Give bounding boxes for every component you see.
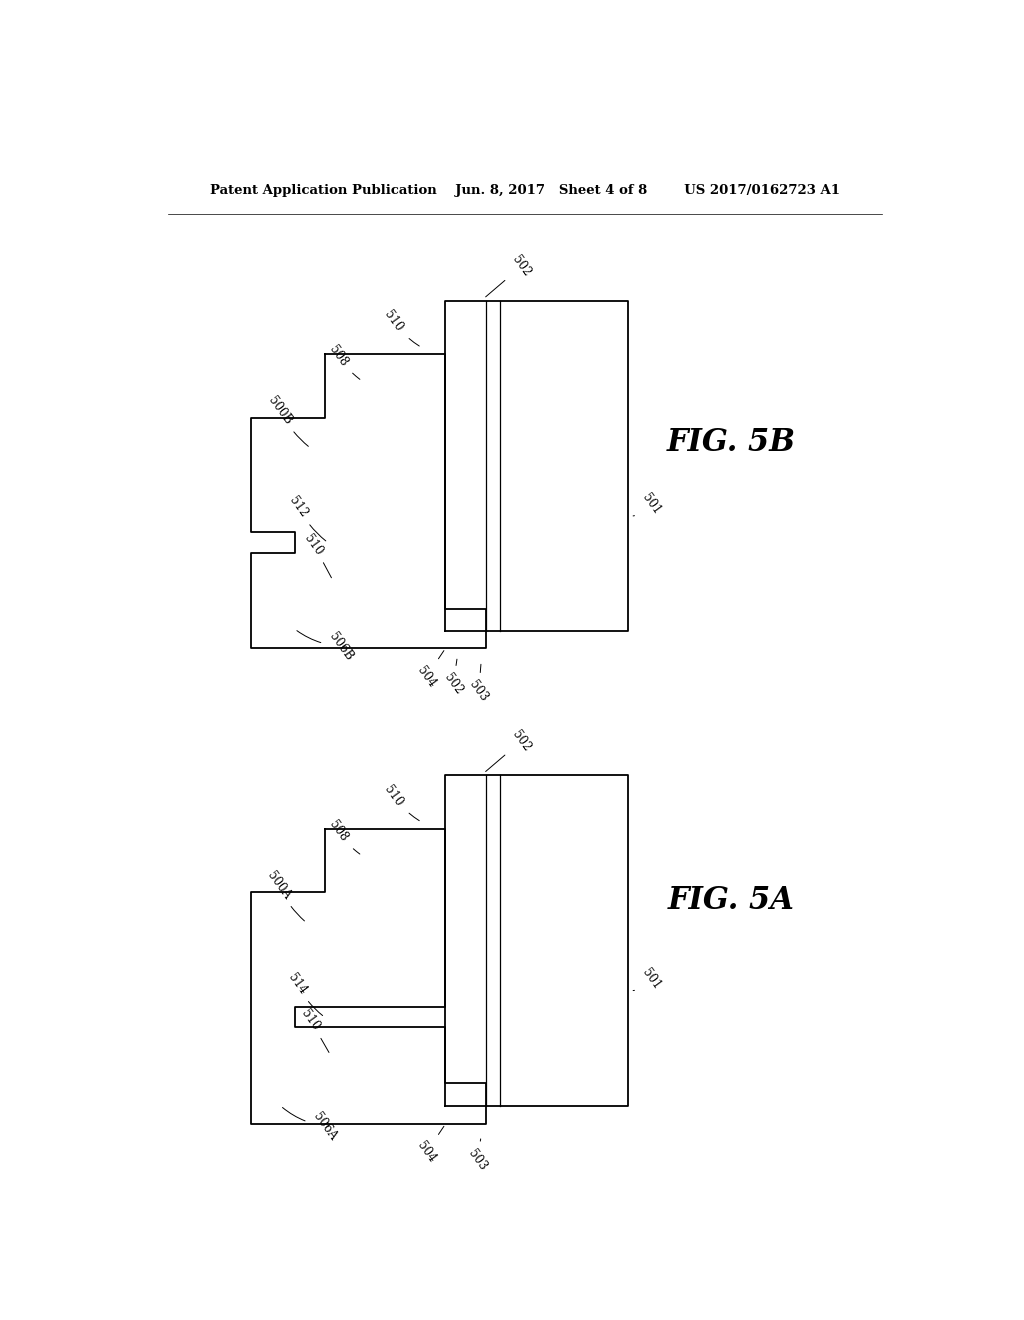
Text: 503: 503: [465, 1139, 489, 1172]
Text: 502: 502: [485, 253, 534, 297]
Text: 510: 510: [382, 783, 419, 821]
Text: 508: 508: [327, 818, 359, 854]
Text: 501: 501: [633, 491, 664, 517]
Text: 512: 512: [287, 494, 326, 541]
Text: 508: 508: [327, 343, 359, 379]
Text: 502: 502: [485, 727, 534, 771]
Text: 503: 503: [467, 664, 490, 704]
Text: 502: 502: [441, 659, 465, 697]
Text: FIG. 5B: FIG. 5B: [667, 428, 796, 458]
Text: 510: 510: [299, 1007, 329, 1052]
Text: 500A: 500A: [264, 869, 304, 921]
Text: FIG. 5A: FIG. 5A: [668, 884, 795, 916]
Text: 506A: 506A: [283, 1107, 339, 1142]
Text: 500B: 500B: [266, 393, 308, 446]
Text: Patent Application Publication    Jun. 8, 2017   Sheet 4 of 8        US 2017/016: Patent Application Publication Jun. 8, 2…: [210, 185, 840, 198]
Text: 504: 504: [415, 651, 443, 689]
Text: 510: 510: [382, 308, 419, 346]
Text: 514: 514: [286, 970, 323, 1015]
Text: 510: 510: [302, 532, 332, 578]
Text: 506B: 506B: [297, 630, 355, 663]
Text: 501: 501: [633, 966, 664, 991]
Text: 504: 504: [415, 1126, 443, 1166]
